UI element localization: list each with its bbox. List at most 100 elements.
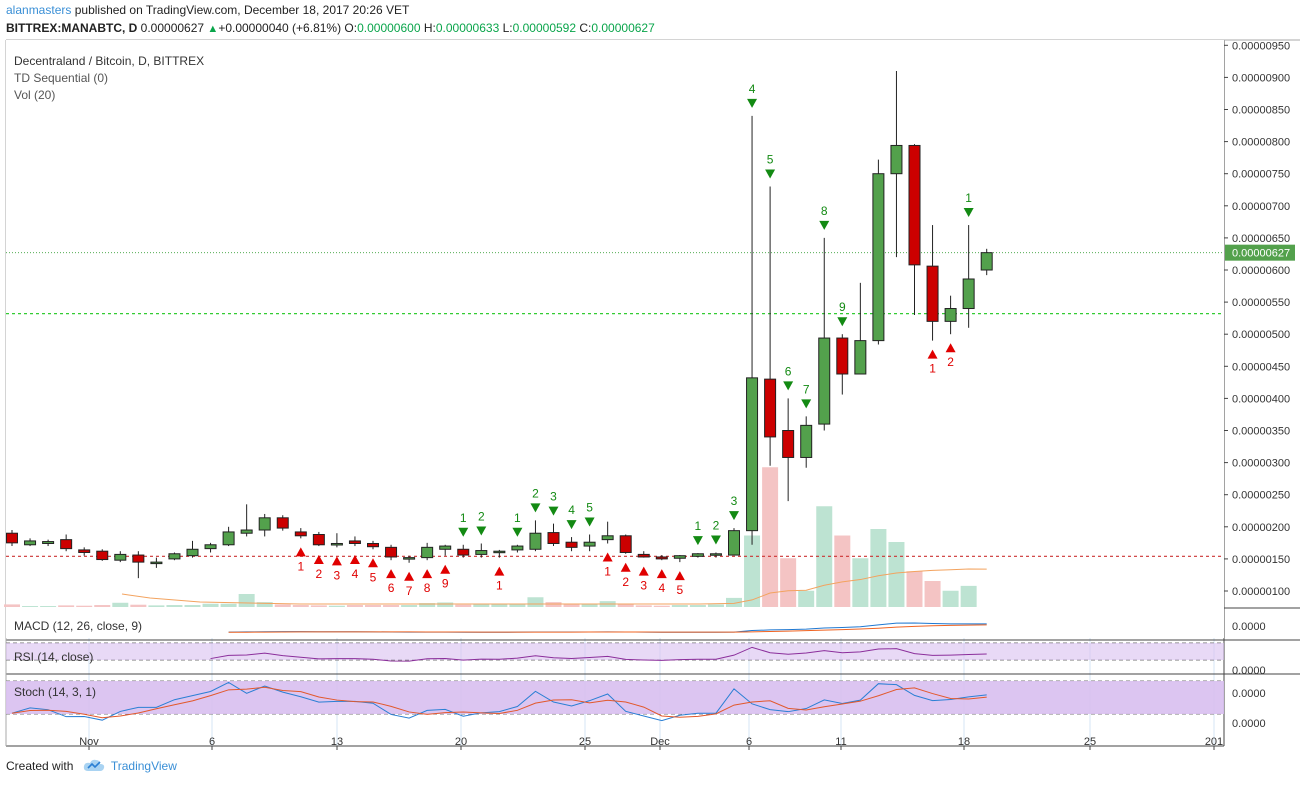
volume-bar bbox=[545, 602, 562, 607]
volume-bar bbox=[834, 535, 851, 607]
volume-bar bbox=[744, 535, 761, 607]
volume-bar bbox=[870, 529, 887, 607]
volume-bar bbox=[473, 604, 490, 607]
volume-bar bbox=[437, 602, 454, 607]
y-tick-label: 0.00000800 bbox=[1232, 137, 1290, 149]
volume-bar bbox=[256, 602, 273, 607]
open-label: O: bbox=[344, 21, 358, 35]
td-buy-arrow bbox=[386, 569, 397, 579]
td-sell-count: 2 bbox=[532, 486, 539, 500]
candle-body bbox=[493, 550, 506, 554]
td-sell-arrow bbox=[837, 317, 848, 327]
td-sell-arrow bbox=[783, 381, 794, 391]
td-buy-arrow bbox=[295, 547, 306, 557]
indicator-lines bbox=[11, 622, 987, 722]
candle-body bbox=[728, 530, 740, 556]
td-sell-count: 6 bbox=[785, 364, 792, 378]
x-tick-label: 20 bbox=[455, 736, 467, 748]
volume-bar bbox=[58, 605, 75, 607]
candle-body bbox=[908, 144, 921, 266]
td-buy-count: 7 bbox=[406, 584, 413, 598]
volume-bar bbox=[130, 604, 147, 607]
td-buy-arrow bbox=[440, 564, 451, 574]
candle-body bbox=[150, 561, 163, 565]
change-up-icon: ▲ bbox=[207, 23, 219, 35]
y-tick-label: 0.00000750 bbox=[1232, 169, 1290, 181]
volume-bar bbox=[346, 605, 363, 607]
td-sell-arrow bbox=[692, 536, 703, 546]
author-link[interactable]: alanmasters bbox=[6, 3, 72, 17]
candle-body bbox=[42, 541, 55, 544]
y-tick-label: 0.00000900 bbox=[1232, 72, 1290, 84]
td-sell-count: 1 bbox=[965, 191, 972, 205]
volume-bar bbox=[292, 605, 309, 607]
td-buy-arrow bbox=[494, 566, 505, 576]
td-buy-count: 5 bbox=[677, 583, 684, 597]
candle-body bbox=[168, 553, 181, 560]
candle-body bbox=[222, 531, 235, 546]
tradingview-logo-icon bbox=[83, 759, 105, 775]
volume-bar bbox=[22, 606, 39, 607]
candle-body bbox=[312, 534, 325, 546]
candle-body bbox=[330, 542, 343, 546]
candle-body bbox=[439, 545, 452, 550]
signal-line bbox=[228, 624, 987, 633]
td-buy-arrow bbox=[927, 349, 938, 359]
candle-body bbox=[60, 539, 73, 550]
indicator-axis-label: 0.0000 bbox=[1232, 665, 1266, 677]
last-price: 0.00000627 bbox=[140, 21, 205, 35]
y-tick-label: 0.00000950 bbox=[1232, 40, 1290, 52]
rsi-line bbox=[210, 646, 987, 662]
td-sell-arrow bbox=[729, 511, 739, 521]
td-buy-count: 2 bbox=[947, 355, 954, 369]
volume-bar bbox=[383, 605, 400, 607]
price-axis: 0.00000100 0.00000150 0.00000200 0.00000250… bbox=[1224, 40, 1295, 730]
td-sell-arrow bbox=[801, 399, 812, 409]
volume-bar bbox=[581, 603, 598, 607]
open-value: 0.00000600 bbox=[357, 21, 421, 35]
y-tick-label: 0.00000500 bbox=[1232, 329, 1290, 341]
volume-bar bbox=[94, 605, 111, 607]
candle-body bbox=[114, 553, 127, 561]
td-sell-arrow bbox=[710, 535, 721, 545]
candle-body bbox=[276, 517, 289, 529]
candle-body bbox=[186, 548, 199, 557]
candle-body bbox=[944, 308, 957, 322]
volume-bar bbox=[852, 558, 869, 607]
td-buy-count: 1 bbox=[929, 362, 936, 376]
volume-bar bbox=[401, 605, 418, 607]
publish-info: published on TradingView.com, December 1… bbox=[74, 3, 410, 17]
candle-body bbox=[890, 144, 903, 175]
time-axis: Nov 6 13 20 25 Dec 6 11 18 25 201 bbox=[79, 736, 1223, 750]
y-tick-label: 0.00000100 bbox=[1232, 586, 1290, 598]
legend-macd: MACD (12, 26, close, 9) bbox=[14, 619, 142, 633]
stoch-band bbox=[6, 681, 1224, 714]
x-tick-label: 18 bbox=[958, 736, 970, 748]
td-buy-count: 8 bbox=[424, 581, 431, 595]
legend-rsi: RSI (14, close) bbox=[14, 650, 93, 664]
chart-panes bbox=[6, 40, 1224, 714]
volume-bar bbox=[960, 585, 977, 607]
candles bbox=[6, 70, 993, 579]
candle-body bbox=[782, 430, 795, 458]
candle-body bbox=[836, 337, 849, 375]
volume-bar bbox=[707, 604, 724, 607]
td-sell-arrow bbox=[819, 220, 830, 230]
candle-body bbox=[547, 532, 560, 544]
y-tick-label: 0.00000850 bbox=[1232, 105, 1290, 117]
symbol-name: BITTREX:MANABTC, D bbox=[6, 21, 138, 35]
candle-body bbox=[854, 340, 867, 375]
td-sell-arrow bbox=[530, 503, 541, 513]
candle-body bbox=[800, 424, 813, 458]
td-sell-arrow bbox=[963, 208, 974, 218]
td-buy-arrow bbox=[638, 566, 649, 576]
tradingview-link[interactable]: TradingView bbox=[110, 759, 177, 774]
td-buy-count: 3 bbox=[334, 568, 341, 582]
y-tick-label: 0.00000400 bbox=[1232, 393, 1290, 405]
candle-body bbox=[421, 546, 434, 559]
x-tick-label: 6 bbox=[209, 736, 215, 748]
last-price-tag bbox=[1225, 244, 1295, 261]
volume-bar bbox=[4, 604, 20, 607]
td-sell-count: 7 bbox=[803, 382, 810, 396]
